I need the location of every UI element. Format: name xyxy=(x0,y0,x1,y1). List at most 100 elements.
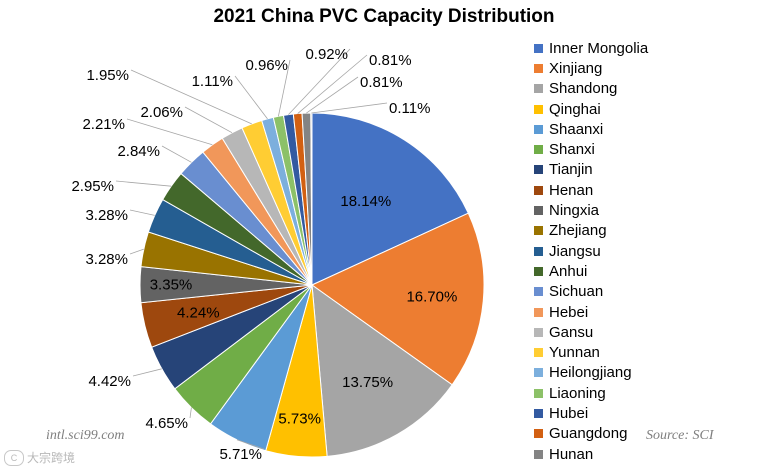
legend-swatch xyxy=(534,63,543,73)
legend-item: Inner Mongolia xyxy=(534,38,764,58)
legend-swatch xyxy=(534,348,543,358)
legend-item: Hubei xyxy=(534,403,764,423)
data-label: 16.70% xyxy=(406,288,457,305)
legend-swatch xyxy=(534,145,543,155)
leader-line xyxy=(126,118,213,146)
legend-item: Shanxi xyxy=(534,139,764,159)
chart-legend: Inner Mongolia Xinjiang Shandong Qinghai Sha… xyxy=(534,38,764,464)
legend-label: Shandong xyxy=(549,80,618,98)
legend-label: Jiangsu xyxy=(549,242,601,260)
data-label: 1.95% xyxy=(86,67,129,84)
leader-line xyxy=(132,368,162,377)
data-label: 5.73% xyxy=(278,411,321,428)
legend-item: Xinjiang xyxy=(534,58,764,78)
pie-slice xyxy=(311,212,485,386)
pie-slice xyxy=(311,283,453,457)
legend-label: Yunnan xyxy=(549,344,600,362)
legend-item: Zhejiang xyxy=(534,221,764,241)
data-label: 0.96% xyxy=(245,57,288,74)
legend-swatch xyxy=(534,104,543,114)
legend-swatch xyxy=(534,307,543,317)
legend-item: Hebei xyxy=(534,302,764,322)
legend-label: Shaanxi xyxy=(549,120,604,138)
data-label: 5.71% xyxy=(219,446,262,463)
legend-item: Qinghai xyxy=(534,99,764,119)
legend-label: Qinghai xyxy=(549,100,601,118)
legend-item: Henan xyxy=(534,180,764,200)
legend-label: Zhejiang xyxy=(549,222,607,240)
legend-swatch xyxy=(534,185,543,195)
data-label: 3.28% xyxy=(85,207,128,224)
legend-item: Yunnan xyxy=(534,342,764,362)
legend-item: Guangdong xyxy=(534,424,764,444)
watermark-logo-text: 大宗跨境 xyxy=(27,451,76,465)
legend-swatch xyxy=(534,327,543,337)
data-label: 2.06% xyxy=(140,104,183,121)
data-label: 13.75% xyxy=(342,374,393,391)
legend-item: Shandong xyxy=(534,79,764,99)
leader-line xyxy=(115,180,172,187)
data-label: 2.95% xyxy=(71,178,114,195)
data-label: 18.14% xyxy=(340,193,391,210)
pie-slice xyxy=(311,112,469,286)
data-label: 3.28% xyxy=(85,251,128,268)
leader-line xyxy=(129,248,144,255)
legend-swatch xyxy=(534,408,543,418)
data-label: 0.81% xyxy=(360,74,403,91)
data-label: 0.92% xyxy=(305,46,348,63)
legend-swatch xyxy=(534,206,543,216)
leader-line xyxy=(278,59,291,117)
data-label: 0.81% xyxy=(369,52,412,69)
legend-label: Sichuan xyxy=(549,283,604,301)
leader-line xyxy=(311,102,388,114)
data-label: 2.84% xyxy=(117,143,160,160)
leader-line xyxy=(297,54,368,114)
chart-title: 2021 China PVC Capacity Distribution xyxy=(213,6,555,27)
legend-item: Heilongjiang xyxy=(534,363,764,383)
legend-swatch xyxy=(534,449,543,459)
legend-swatch xyxy=(534,246,543,256)
legend-label: Shanxi xyxy=(549,141,595,159)
legend-item: Liaoning xyxy=(534,383,764,403)
legend-label: Heilongjiang xyxy=(549,364,632,382)
data-label: 4.65% xyxy=(145,415,188,432)
watermark-site-text: intl.sci99.com xyxy=(46,428,125,443)
legend-label: Xinjiang xyxy=(549,59,603,77)
leader-line xyxy=(236,439,265,450)
legend-label: Inner Mongolia xyxy=(549,39,649,57)
legend-swatch xyxy=(534,388,543,398)
legend-label: Hunan xyxy=(549,445,594,463)
legend-label: Hebei xyxy=(549,303,589,321)
data-label: 2.21% xyxy=(82,116,125,133)
legend-label: Tianjin xyxy=(549,161,593,179)
legend-item: Shaanxi xyxy=(534,119,764,139)
legend-label: Guangdong xyxy=(549,425,628,443)
leader-line xyxy=(161,145,192,163)
legend-label: Ningxia xyxy=(549,202,600,220)
leader-line xyxy=(189,407,192,419)
logo-mark-icon: C xyxy=(4,449,24,466)
legend-label: Henan xyxy=(549,181,594,199)
leader-line xyxy=(234,75,268,120)
source-note: Source: SCI xyxy=(646,428,714,443)
data-label: 3.35% xyxy=(150,277,193,294)
leader-line xyxy=(288,48,351,115)
leader-line xyxy=(306,76,359,114)
legend-swatch xyxy=(534,368,543,378)
data-label: 4.42% xyxy=(88,373,131,390)
legend-item: Gansu xyxy=(534,322,764,342)
legend-item: Sichuan xyxy=(534,282,764,302)
legend-swatch xyxy=(534,226,543,236)
data-label: 0.11% xyxy=(389,100,430,117)
legend-swatch xyxy=(534,287,543,297)
legend-swatch xyxy=(534,84,543,94)
legend-item: Ningxia xyxy=(534,200,764,220)
leader-line xyxy=(184,106,233,134)
legend-item: Anhui xyxy=(534,261,764,281)
legend-label: Gansu xyxy=(549,323,594,341)
leader-line xyxy=(130,69,252,125)
legend-swatch xyxy=(534,429,543,439)
watermark-logo: C 大宗跨境 xyxy=(4,449,75,466)
legend-label: Anhui xyxy=(549,262,588,280)
